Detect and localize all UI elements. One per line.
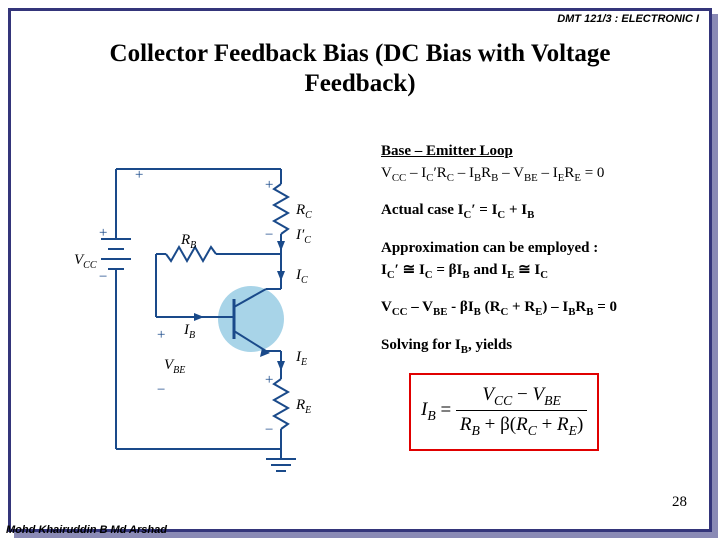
slide-frame: DMT 121/3 : ELECTRONIC I Collector Feedb… <box>8 8 712 532</box>
solving-text-b: , yields <box>468 337 512 353</box>
actual-case-text: Actual case IC′ = IC + IB <box>381 202 534 218</box>
svg-text:+: + <box>98 225 108 241</box>
page-number: 28 <box>672 494 687 511</box>
approx-line2: IC′ ≅ IC = βIB and IE ≅ IC <box>381 262 548 278</box>
svg-text:+: + <box>264 177 274 193</box>
course-header: DMT 121/3 : ELECTRONIC I <box>11 11 709 31</box>
section-kvl: Base – Emitter Loop VCC – IC′RC – IBRB –… <box>381 141 689 186</box>
title-line-2: Feedback) <box>304 70 415 97</box>
course-code: DMT 121/3 : ELECTRONIC I <box>557 13 699 25</box>
label-re: RE <box>295 397 311 416</box>
result-equation-box: IB = VCC − VBE RB + β(RC + RE) <box>409 373 599 451</box>
label-rb: RB <box>180 232 196 251</box>
label-vcc: VCC <box>74 252 97 271</box>
label-ic: IC <box>295 267 308 286</box>
circuit-svg: + + − + − + − + − VCC RC RB RE I′C IC IB… <box>56 139 356 479</box>
solving-text-a: Solving for I <box>381 337 461 353</box>
svg-text:+: + <box>156 327 166 343</box>
slide-title: Collector Feedback Bias (DC Bias with Vo… <box>11 39 709 99</box>
label-icp: I′C <box>295 227 311 246</box>
title-line-1: Collector Feedback Bias (DC Bias with Vo… <box>110 40 611 67</box>
derivation-text: Base – Emitter Loop VCC – IC′RC – IBRB –… <box>381 141 689 465</box>
section-solving: Solving for IB, yields <box>381 335 689 359</box>
section-subst: VCC – VBE - βIB (RC + RE) – IBRB = 0 <box>381 297 689 321</box>
label-ib: IB <box>183 322 195 341</box>
svg-text:−: − <box>156 382 166 398</box>
svg-text:−: − <box>264 422 274 438</box>
svg-text:+: + <box>264 372 274 388</box>
kvl-equation: VCC – IC′RC – IBRB – VBE – IERE = 0 <box>381 165 604 181</box>
section-approx: Approximation can be employed : IC′ ≅ IC… <box>381 238 689 283</box>
section-result: IB = VCC − VBE RB + β(RC + RE) <box>409 373 689 451</box>
circuit-diagram: + + − + − + − + − VCC RC RB RE I′C IC IB… <box>56 139 356 479</box>
label-vbe: VBE <box>164 357 185 376</box>
author-footer: Mohd Khairuddin B Md Arshad <box>6 524 167 536</box>
label-ie: IE <box>295 349 307 368</box>
kvl-heading: Base – Emitter Loop <box>381 143 513 159</box>
approx-line1: Approximation can be employed : <box>381 240 598 256</box>
svg-text:+: + <box>134 167 144 183</box>
svg-text:−: − <box>98 269 108 285</box>
svg-text:−: − <box>264 227 274 243</box>
section-actual: Actual case IC′ = IC + IB <box>381 200 689 224</box>
label-rc: RC <box>295 202 312 221</box>
subst-equation: VCC – VBE - βIB (RC + RE) – IBRB = 0 <box>381 299 617 315</box>
